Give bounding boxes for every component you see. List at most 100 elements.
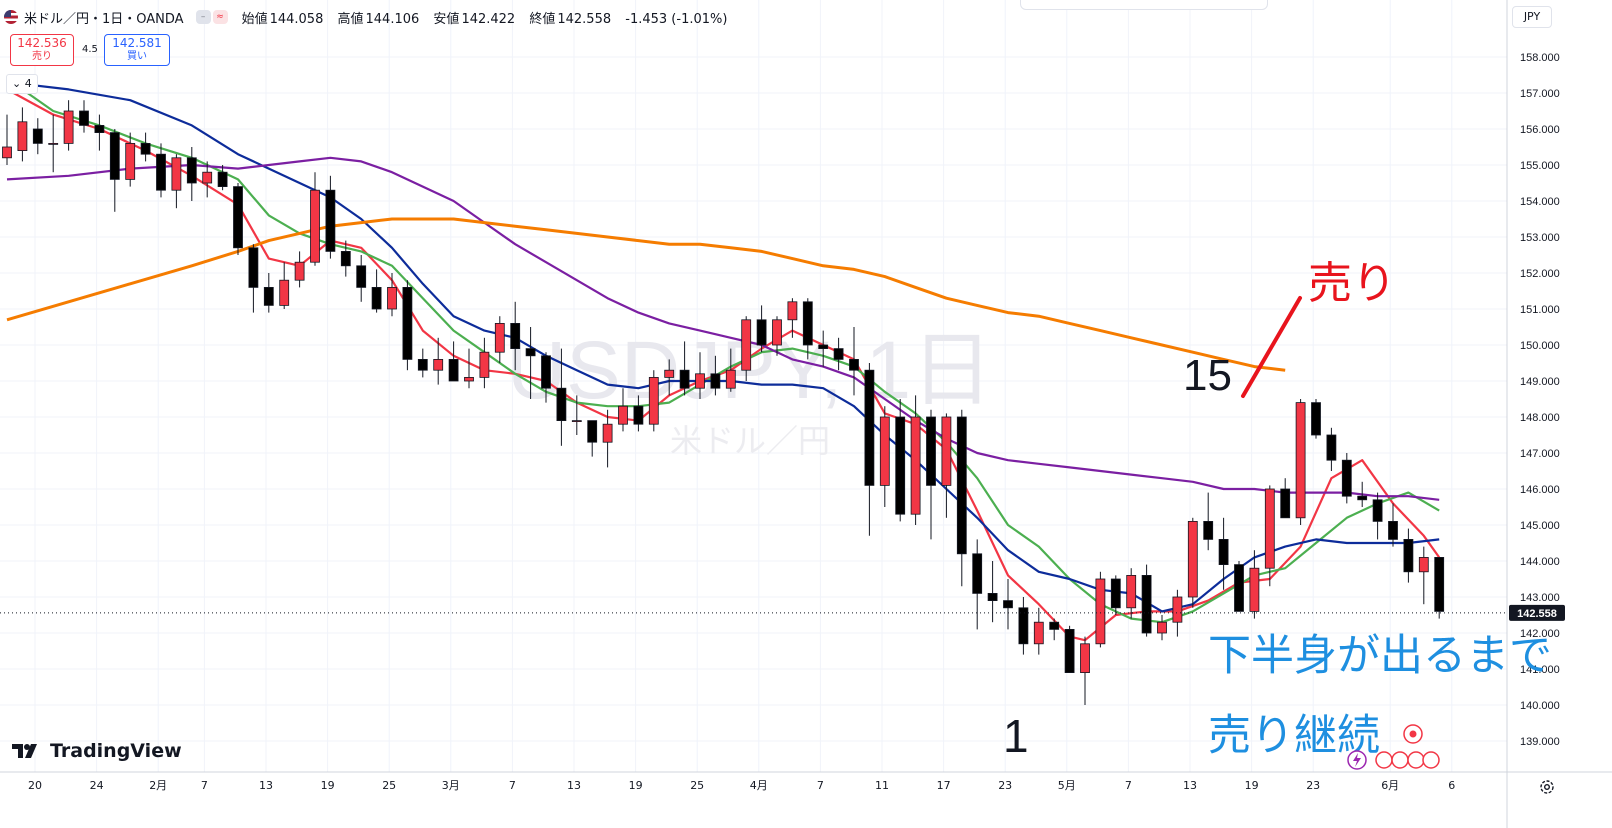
candle xyxy=(571,395,582,435)
target-icon[interactable] xyxy=(1403,724,1423,744)
currency-selector[interactable]: JPY xyxy=(1512,6,1552,28)
price-axis[interactable]: 139.000 140.000 141.000 142.000 143.000 144.0… xyxy=(1506,0,1560,828)
candle xyxy=(1372,492,1383,540)
candle xyxy=(125,132,136,187)
candle xyxy=(233,183,243,255)
time-tick-label: 25 xyxy=(690,779,704,792)
candle xyxy=(32,118,43,155)
candle xyxy=(417,348,428,378)
candle xyxy=(541,352,551,403)
candle xyxy=(1126,568,1137,619)
candle xyxy=(2,114,12,165)
price-tick-label: 148.000 xyxy=(1520,412,1560,424)
candle xyxy=(217,165,228,191)
price-tick-label: 153.000 xyxy=(1520,232,1560,244)
time-tick-label: 13 xyxy=(259,779,273,792)
price-tick-label: 156.000 xyxy=(1520,124,1560,136)
candle xyxy=(648,370,659,432)
buy-button[interactable]: 142.581 買い xyxy=(104,34,170,66)
price-tick-label: 150.000 xyxy=(1520,340,1560,352)
time-tick-label: 2月 xyxy=(149,779,167,792)
candle xyxy=(171,154,182,209)
candle xyxy=(448,341,459,382)
candle xyxy=(340,240,351,277)
candle xyxy=(94,114,105,151)
minus-icon[interactable]: – xyxy=(195,10,211,24)
candle xyxy=(910,395,921,525)
candle xyxy=(741,316,752,381)
candle xyxy=(464,348,474,389)
time-tick-label: 23 xyxy=(1306,779,1320,792)
price-tick-label: 146.000 xyxy=(1520,484,1560,496)
candle xyxy=(109,129,120,212)
candle xyxy=(48,114,59,173)
sell-arrow-line xyxy=(1241,296,1302,398)
tradingview-logo[interactable]: TradingView xyxy=(12,740,182,762)
price-tick-label: 151.000 xyxy=(1520,304,1560,316)
price-tick-label: 154.000 xyxy=(1520,196,1560,208)
candle xyxy=(1326,427,1337,471)
candle xyxy=(1110,575,1121,615)
symbol-title[interactable]: 米ドル／円・1日・OANDA xyxy=(24,11,184,27)
price-tick-label: 152.000 xyxy=(1520,268,1560,280)
open-value: 144.058 xyxy=(269,11,324,27)
gear-icon[interactable] xyxy=(1538,778,1556,796)
price-tick-label: 139.000 xyxy=(1520,736,1560,748)
candle xyxy=(387,273,397,317)
candle xyxy=(1157,615,1167,641)
indicators-toggle[interactable]: ⌄ 4 xyxy=(6,74,38,94)
lightning-icon[interactable] xyxy=(1347,750,1367,770)
candlestick-series xyxy=(2,100,1445,705)
candle xyxy=(972,539,983,630)
candle xyxy=(1434,557,1445,619)
candle xyxy=(1003,579,1013,630)
time-tick-label: 7 xyxy=(201,779,208,792)
price-tick-label: 147.000 xyxy=(1520,448,1560,460)
economic-events-icon[interactable] xyxy=(1375,751,1440,769)
wave-icon[interactable]: ≈ xyxy=(212,10,228,24)
candle xyxy=(1033,607,1044,655)
candle xyxy=(802,298,813,360)
candle xyxy=(279,262,290,309)
candle xyxy=(186,147,197,201)
candle xyxy=(1187,517,1198,608)
sell-button[interactable]: 142.536 売り xyxy=(10,34,74,66)
time-axis[interactable]: 20 24 2月 7 13 19 25 3月 7 13 19 25 4月 7 11 17 23 5月 7 13 19 23… xyxy=(0,771,1612,792)
candle xyxy=(1095,571,1106,648)
candle xyxy=(17,107,28,162)
candle xyxy=(1249,550,1260,619)
price-tick-label: 149.000 xyxy=(1520,376,1560,388)
candle xyxy=(1295,399,1306,525)
legend-controls[interactable]: – ≈ xyxy=(195,10,228,24)
chart-legend: 米ドル／円・1日・OANDA – ≈ 始値 144.058 高値 144.106 安… xyxy=(4,6,737,28)
candle xyxy=(849,327,859,396)
price-tick-label: 144.000 xyxy=(1520,556,1560,568)
candle xyxy=(525,327,536,399)
candle xyxy=(1172,589,1183,637)
flag-us-icon xyxy=(4,10,18,24)
candle xyxy=(371,269,382,313)
last-price-label: 142.558 xyxy=(1509,604,1565,621)
candle xyxy=(1418,546,1429,605)
candle xyxy=(695,352,705,399)
floating-toolbar[interactable] xyxy=(1020,0,1268,10)
candle xyxy=(402,280,413,371)
sell-label: 売り xyxy=(32,51,52,62)
candle xyxy=(1388,503,1398,547)
time-tick-label: 11 xyxy=(875,779,889,792)
watermark-description: 米ドル／円 xyxy=(670,422,830,460)
price-tick-label: 158.000 xyxy=(1520,52,1560,64)
candle xyxy=(1203,492,1214,551)
candle xyxy=(156,143,166,198)
candle xyxy=(294,251,305,288)
candle xyxy=(710,355,721,396)
time-tick-label: 7 xyxy=(1125,779,1132,792)
candle xyxy=(263,273,274,313)
close-value: 142.558 xyxy=(557,11,612,27)
candle xyxy=(1264,485,1275,587)
time-tick-label: 6 xyxy=(1448,779,1455,792)
time-tick-label: 3月 xyxy=(442,779,460,792)
candle xyxy=(864,363,875,536)
moving-average-line-3 xyxy=(6,81,1440,613)
